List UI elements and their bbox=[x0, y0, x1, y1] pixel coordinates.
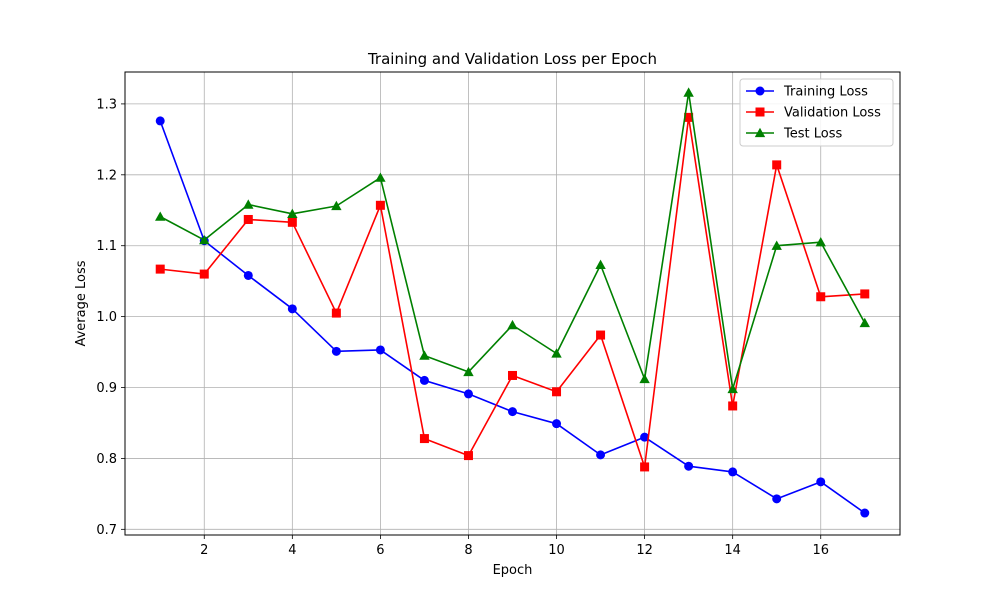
y-tick-label: 0.7 bbox=[96, 523, 117, 538]
y-tick-label: 0.8 bbox=[96, 452, 117, 467]
data-point bbox=[728, 401, 738, 411]
x-tick-label: 12 bbox=[636, 543, 653, 558]
data-point bbox=[375, 172, 386, 182]
data-point bbox=[815, 236, 826, 247]
data-point bbox=[463, 366, 474, 377]
data-point bbox=[508, 370, 517, 380]
legend-box bbox=[739, 78, 894, 147]
data-point bbox=[684, 112, 694, 122]
y-tick-label: 1.1 bbox=[96, 239, 117, 254]
data-point bbox=[243, 270, 253, 280]
y-tick-label: 1.0 bbox=[96, 310, 117, 325]
data-point bbox=[552, 387, 562, 397]
data-point bbox=[199, 234, 210, 245]
x-tick-label: 6 bbox=[376, 543, 384, 558]
data-point bbox=[684, 461, 694, 471]
grid bbox=[125, 72, 900, 535]
y-tick-label: 0.9 bbox=[96, 381, 117, 396]
data-point bbox=[596, 450, 606, 460]
data-point bbox=[287, 304, 297, 314]
legend-marker bbox=[755, 86, 765, 96]
data-point bbox=[640, 432, 650, 442]
data-point bbox=[331, 200, 342, 211]
legend-item: Test Loss bbox=[746, 127, 842, 142]
legend-label: Training Loss bbox=[783, 85, 868, 100]
data-point bbox=[287, 208, 298, 218]
data-point bbox=[860, 508, 870, 518]
series-training-loss bbox=[155, 116, 870, 518]
data-point bbox=[595, 259, 606, 270]
data-point bbox=[640, 462, 650, 472]
legend-marker bbox=[754, 127, 766, 138]
data-point bbox=[683, 87, 694, 97]
data-point bbox=[463, 389, 473, 399]
series-validation-loss bbox=[155, 112, 870, 472]
legend-label: Validation Loss bbox=[784, 106, 881, 121]
x-tick-label: 16 bbox=[812, 543, 829, 558]
legend-marker bbox=[755, 107, 765, 117]
data-point bbox=[463, 451, 473, 461]
data-point bbox=[419, 350, 430, 360]
series-layer bbox=[155, 87, 870, 518]
plot-frame bbox=[124, 71, 901, 536]
data-point bbox=[287, 217, 297, 227]
legend-item: Validation Loss bbox=[746, 106, 881, 121]
data-point bbox=[331, 308, 341, 318]
data-point bbox=[155, 116, 165, 126]
series-test-loss bbox=[155, 87, 870, 394]
data-point bbox=[507, 319, 518, 330]
data-point bbox=[199, 269, 209, 279]
data-point bbox=[639, 373, 650, 384]
y-axis-label: Average Loss bbox=[74, 260, 89, 346]
data-point bbox=[772, 160, 782, 170]
data-point bbox=[816, 477, 826, 487]
data-point bbox=[727, 383, 738, 394]
data-point bbox=[375, 200, 385, 210]
x-tick-label: 10 bbox=[548, 543, 565, 558]
data-point bbox=[375, 345, 385, 355]
data-point bbox=[155, 264, 165, 274]
data-point bbox=[508, 407, 517, 417]
data-point bbox=[243, 214, 253, 224]
data-point bbox=[551, 348, 562, 358]
x-tick-label: 2 bbox=[200, 543, 208, 558]
data-point bbox=[816, 292, 826, 302]
data-point bbox=[772, 494, 782, 504]
data-point bbox=[243, 199, 254, 209]
x-tick-label: 4 bbox=[288, 543, 296, 558]
x-tick-label: 8 bbox=[464, 543, 472, 558]
data-point bbox=[552, 419, 562, 429]
legend-label: Test Loss bbox=[783, 127, 842, 142]
x-axis-label: Epoch bbox=[493, 563, 533, 578]
legend-item: Training Loss bbox=[746, 85, 868, 100]
data-point bbox=[331, 346, 341, 356]
data-point bbox=[155, 211, 166, 221]
data-point bbox=[419, 375, 429, 385]
data-point bbox=[728, 467, 738, 477]
y-tick-label: 1.2 bbox=[96, 168, 117, 183]
data-point bbox=[419, 434, 429, 444]
data-point bbox=[771, 240, 782, 250]
data-point bbox=[860, 289, 870, 299]
axis-ticks: 2 4 6 8 10 12 14 16 0.7 0.8 0.9 1.0 1.1 1.2 1.3 bbox=[96, 97, 829, 558]
legend: Training Loss Validation Loss Test Loss bbox=[739, 78, 894, 147]
chart-title: Training and Validation Loss per Epoch bbox=[367, 50, 657, 68]
y-tick-label: 1.3 bbox=[96, 97, 117, 112]
data-point bbox=[859, 317, 870, 328]
x-tick-label: 14 bbox=[724, 543, 741, 558]
data-point bbox=[596, 330, 606, 340]
